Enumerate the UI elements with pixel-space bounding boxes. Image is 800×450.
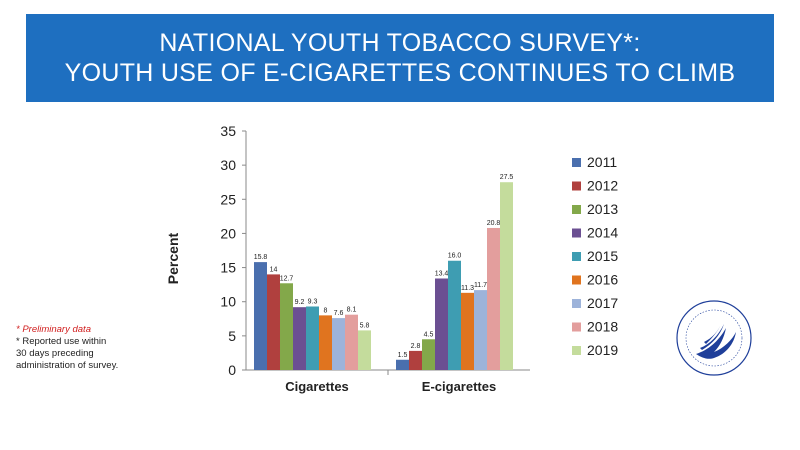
bar-2013-0 [280, 283, 293, 370]
data-label: 20.8 [487, 220, 501, 227]
legend-label-2019: 2019 [587, 342, 618, 358]
category-label: E-cigarettes [422, 379, 496, 394]
data-label: 11.7 [474, 282, 487, 289]
data-label: 27.5 [500, 174, 514, 181]
title-banner: NATIONAL YOUTH TOBACCO SURVEY*: YOUTH US… [26, 14, 774, 102]
bar-2015-1 [448, 260, 461, 370]
data-label: 8.1 [347, 307, 357, 314]
data-label: 16.0 [448, 253, 462, 260]
bar-2018-1 [487, 227, 500, 370]
y-axis-label: Percent [165, 232, 181, 284]
y-tick-label: 20 [220, 225, 236, 241]
y-tick-label: 10 [220, 294, 236, 310]
data-label: 14 [270, 266, 278, 273]
legend-label-2013: 2013 [587, 201, 618, 217]
bar-2011-1 [396, 359, 409, 370]
title-line-1: NATIONAL YOUTH TOBACCO SURVEY*: [159, 29, 641, 57]
data-label: 2.8 [411, 343, 421, 350]
legend-label-2014: 2014 [587, 225, 618, 241]
legend-swatch-2017 [572, 299, 581, 308]
bar-2016-0 [319, 315, 332, 370]
y-tick-label: 35 [220, 123, 236, 139]
legend-swatch-2015 [572, 252, 581, 261]
data-label: 13.4 [435, 270, 449, 277]
data-label: 9.2 [295, 299, 305, 306]
footnote-reported-3: administration of survey. [16, 360, 119, 371]
footnote-reported-2: 30 days preceding [16, 348, 94, 359]
data-label: 12.7 [280, 275, 294, 282]
bar-2011-0 [254, 262, 267, 370]
legend-swatch-2014 [572, 228, 581, 238]
legend-label-2012: 2012 [587, 178, 618, 194]
legend-label-2017: 2017 [587, 295, 618, 311]
data-label: 4.5 [424, 331, 434, 338]
bar-2017-1 [474, 290, 487, 370]
legend-swatch-2016 [572, 275, 581, 285]
footnotes: * Preliminary data * Reported use within… [16, 324, 156, 372]
legend-label-2011: 2011 [587, 154, 617, 170]
data-label: 1.5 [398, 352, 408, 359]
hhs-seal-icon [676, 300, 752, 376]
data-label: 15.8 [254, 254, 268, 261]
bar-2013-1 [422, 339, 435, 370]
bar-2019-0 [358, 330, 371, 370]
data-label: 7.6 [334, 310, 344, 317]
legend-label-2016: 2016 [587, 272, 618, 288]
legend-swatch-2013 [572, 205, 581, 214]
bar-2014-0 [293, 307, 306, 370]
data-label: 8 [324, 307, 328, 314]
category-label: Cigarettes [285, 379, 349, 394]
legend-label-2015: 2015 [587, 248, 618, 264]
legend-swatch-2012 [572, 181, 581, 191]
bar-2015-0 [306, 306, 319, 370]
legend-swatch-2018 [572, 322, 581, 332]
legend-swatch-2011 [572, 158, 581, 167]
data-label: 11.3 [461, 285, 474, 292]
y-tick-label: 5 [228, 328, 236, 344]
footnote-reported-1: * Reported use within [16, 336, 107, 347]
y-tick-label: 30 [220, 157, 236, 173]
bar-2016-1 [461, 292, 474, 370]
bar-2018-0 [345, 314, 358, 370]
bar-2012-1 [409, 350, 422, 370]
title-line-2: YOUTH USE OF E-CIGARETTES CONTINUES TO C… [64, 59, 736, 87]
footnote-preliminary: * Preliminary data [16, 324, 91, 335]
data-label: 5.8 [360, 322, 370, 329]
legend-swatch-2019 [572, 346, 581, 355]
bar-2012-0 [267, 274, 280, 370]
y-tick-label: 15 [220, 260, 236, 276]
data-label: 9.3 [308, 298, 318, 305]
bar-2014-1 [435, 278, 448, 370]
legend-label-2018: 2018 [587, 319, 618, 335]
bar-2017-0 [332, 318, 345, 370]
y-tick-label: 25 [220, 191, 236, 207]
bar-2019-1 [500, 182, 513, 370]
y-tick-label: 0 [228, 362, 236, 378]
